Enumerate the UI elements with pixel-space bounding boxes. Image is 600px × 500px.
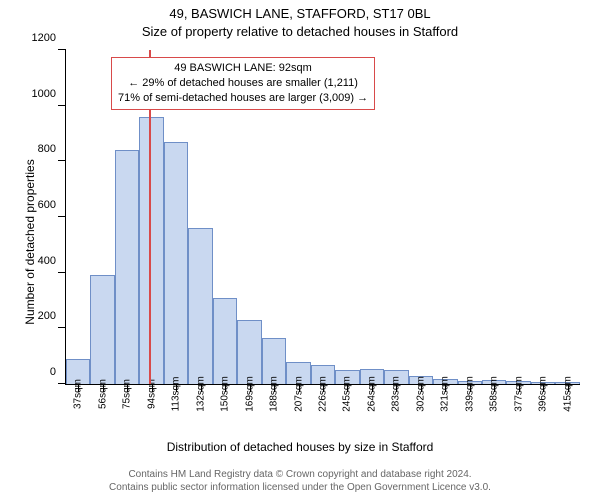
footer-attribution: Contains HM Land Registry data © Crown c… [0,469,600,494]
y-tick-label: 400 [38,255,56,267]
x-tick-label: 37sqm [73,379,84,409]
histogram-bar [164,142,188,384]
x-tick-label: 283sqm [391,376,402,412]
x-tick-label: 94sqm [146,379,157,409]
y-tick-label: 600 [38,199,56,211]
annotation-line: 49 BASWICH LANE: 92sqm [118,61,368,76]
histogram-bar [237,320,261,384]
page-title: 49, BASWICH LANE, STAFFORD, ST17 0BL [0,6,600,21]
footer-line: Contains public sector information licen… [0,482,600,495]
x-tick-label: 226sqm [318,376,329,412]
histogram-bar [188,228,212,384]
y-tick [58,327,66,328]
y-tick [58,216,66,217]
y-tick-label: 0 [50,366,56,378]
x-tick-label: 113sqm [171,377,182,412]
annotation-box: 49 BASWICH LANE: 92sqm← 29% of detached … [111,57,375,110]
x-tick-label: 56sqm [97,379,108,409]
annotation-line: ← 29% of detached houses are smaller (1,… [118,76,368,91]
x-axis-label: Distribution of detached houses by size … [0,440,600,454]
x-tick-label: 169sqm [244,376,255,412]
histogram-bar [139,117,163,384]
histogram-bar [213,298,237,384]
y-tick [58,272,66,273]
x-tick-label: 321sqm [440,376,451,412]
x-tick-label: 396sqm [538,376,549,412]
y-tick-label: 1000 [32,88,56,100]
x-tick-label: 150sqm [220,376,231,412]
chart-plot-area: 02004006008001000120037sqm56sqm75sqm94sq… [65,50,580,385]
y-axis-label: Number of detached properties [23,142,37,342]
histogram-bar [90,275,114,384]
x-tick-label: 132sqm [195,376,206,412]
y-tick-label: 800 [38,143,56,155]
x-tick-label: 264sqm [366,376,377,412]
x-tick-label: 188sqm [269,376,280,412]
x-tick-label: 415sqm [562,376,573,412]
y-tick [58,49,66,50]
x-tick-label: 245sqm [342,376,353,412]
page-subtitle: Size of property relative to detached ho… [0,24,600,39]
x-tick-label: 377sqm [513,376,524,412]
annotation-line: 71% of semi-detached houses are larger (… [118,91,368,106]
x-tick-label: 302sqm [415,376,426,412]
histogram-bar [115,150,139,384]
y-tick-label: 200 [38,310,56,322]
y-tick [58,105,66,106]
y-tick-label: 1200 [32,32,56,44]
y-tick [58,383,66,384]
x-tick-label: 358sqm [489,376,500,412]
x-tick-label: 207sqm [293,376,304,412]
x-tick-label: 75sqm [122,379,133,409]
footer-line: Contains HM Land Registry data © Crown c… [0,469,600,482]
y-tick [58,160,66,161]
x-tick-label: 339sqm [464,376,475,412]
